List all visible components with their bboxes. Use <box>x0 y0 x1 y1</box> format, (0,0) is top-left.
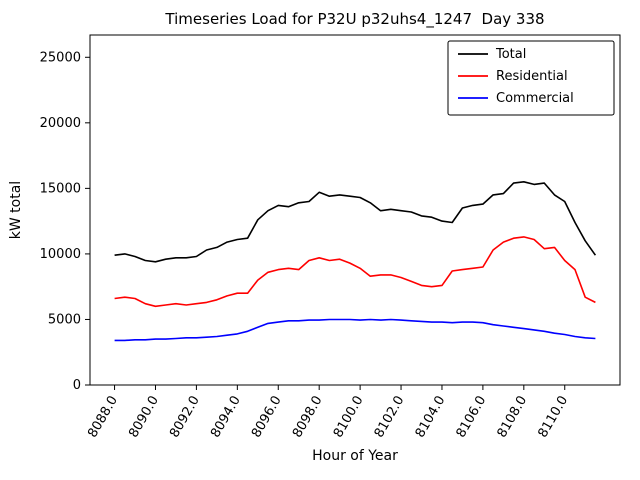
plot-area <box>89 34 621 386</box>
x-tick-label: 8108.0 <box>495 394 531 441</box>
series-commercial-line <box>114 318 596 342</box>
legend-label: Residential <box>496 69 568 84</box>
series-total-line <box>114 181 597 263</box>
series-residential-line <box>114 236 596 308</box>
x-tick-label: 8102.0 <box>372 394 408 441</box>
y-tick-label: 25000 <box>40 50 81 65</box>
x-tick-label: 8100.0 <box>331 394 367 441</box>
x-tick-label: 8098.0 <box>290 394 326 441</box>
y-tick-label: 0 <box>73 378 81 393</box>
y-tick-label: 10000 <box>40 247 81 262</box>
x-tick-label: 8094.0 <box>208 394 244 441</box>
x-tick-label: 8088.0 <box>85 394 121 441</box>
y-tick-label: 15000 <box>40 181 81 196</box>
x-tick-label: 8096.0 <box>249 394 285 441</box>
legend-box <box>447 40 615 116</box>
x-tick-label: 8092.0 <box>167 394 203 441</box>
x-tick-label: 8106.0 <box>454 394 490 441</box>
legend: Total Residential Commercial <box>447 40 615 116</box>
chart-title: Timeseries Load for P32U p32uhs4_1247 Da… <box>165 10 545 28</box>
x-axis-label: Hour of Year <box>312 448 398 464</box>
x-tick-label: 8104.0 <box>413 394 449 441</box>
y-tick-label: 5000 <box>48 312 81 327</box>
legend-label: Total <box>495 47 526 62</box>
y-tick-label: 20000 <box>40 116 81 131</box>
x-tick-label: 8110.0 <box>535 394 571 441</box>
legend-label: Commercial <box>496 91 574 106</box>
x-tick-label: 8090.0 <box>126 394 162 441</box>
